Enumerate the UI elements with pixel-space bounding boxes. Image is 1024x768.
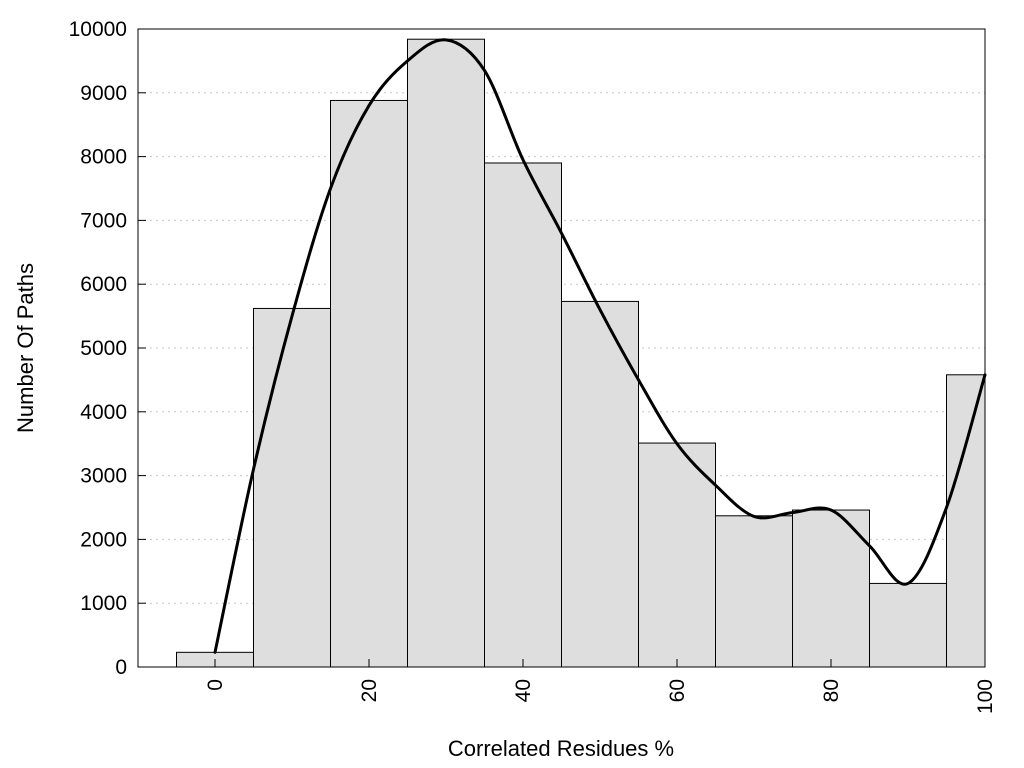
- density-curve: [213, 38, 987, 654]
- y-axis-title: Number Of Paths: [13, 263, 38, 433]
- x-tick-label: 100: [974, 679, 997, 714]
- y-axis: 0 1000 2000 3000 4000 5000 6000 7000 8000 9000 100…: [69, 18, 146, 679]
- x-tick-label: 80: [820, 679, 843, 702]
- y-tick-label: 8000: [80, 146, 127, 169]
- y-tick-label: 9000: [80, 82, 127, 105]
- x-axis-title: Correlated Residues %: [448, 736, 674, 761]
- x-tick-label: 20: [358, 679, 381, 702]
- y-tick-label: 5000: [80, 337, 127, 360]
- bar: [484, 162, 562, 668]
- bar: [792, 509, 870, 668]
- bar: [946, 374, 986, 668]
- y-tick-label: 0: [115, 656, 127, 679]
- x-tick-label: 60: [666, 679, 689, 702]
- y-tick-label: 7000: [80, 209, 127, 232]
- bar: [638, 442, 716, 668]
- y-tick-label: 4000: [80, 401, 127, 424]
- y-tick-label: 2000: [80, 528, 127, 551]
- bar: [330, 99, 408, 668]
- y-tick-label: 6000: [80, 273, 127, 296]
- x-tick-label: 0: [204, 679, 227, 691]
- bar: [561, 300, 639, 668]
- y-tick-label: 10000: [69, 18, 127, 41]
- bar: [869, 582, 947, 668]
- x-axis: 0 20 40 60 80 100: [204, 659, 997, 714]
- y-tick-label: 1000: [80, 592, 127, 615]
- bar: [407, 38, 485, 668]
- y-tick-label: 3000: [80, 465, 127, 488]
- bar: [253, 307, 331, 668]
- bar: [715, 515, 793, 668]
- x-tick-label: 40: [512, 679, 535, 702]
